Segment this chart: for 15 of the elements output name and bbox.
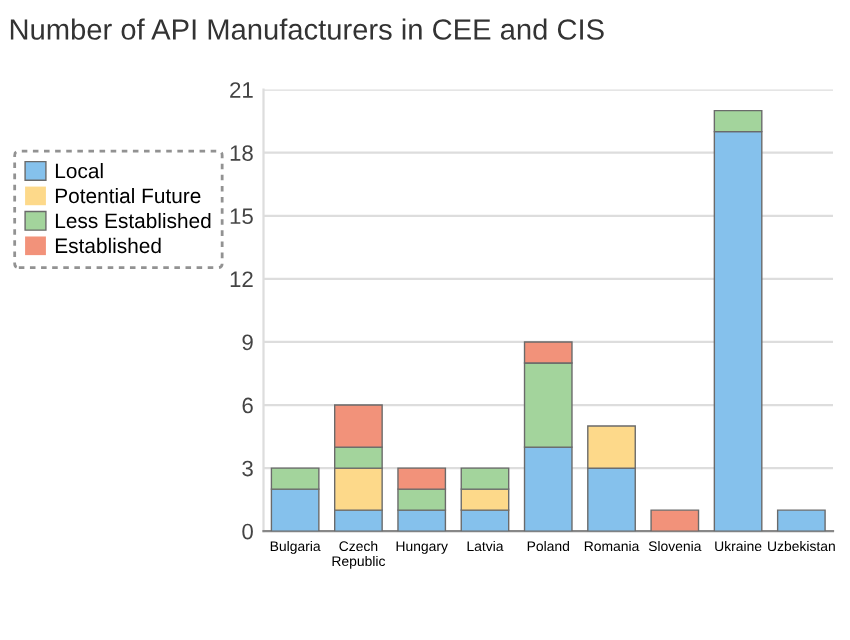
legend-label: Established xyxy=(55,237,161,254)
y-tick-label: 21 xyxy=(230,82,253,98)
bar xyxy=(650,509,700,532)
bar xyxy=(776,509,826,532)
legend-label: Less Established xyxy=(55,212,211,229)
legend-label: Potential Future xyxy=(55,187,201,204)
legend-label: Local xyxy=(55,162,103,179)
y-tick-label: 0 xyxy=(242,523,253,540)
y-tick-label: 12 xyxy=(230,271,253,287)
y-tick-label: 18 xyxy=(230,145,253,161)
chart-title: Number of API Manufacturers in CEE and CIS xyxy=(10,18,604,40)
y-tick-label: 9 xyxy=(242,334,253,351)
y-tick-label: 3 xyxy=(242,460,253,477)
y-tick-label: 6 xyxy=(242,397,253,414)
y-tick-label: 15 xyxy=(230,208,253,225)
